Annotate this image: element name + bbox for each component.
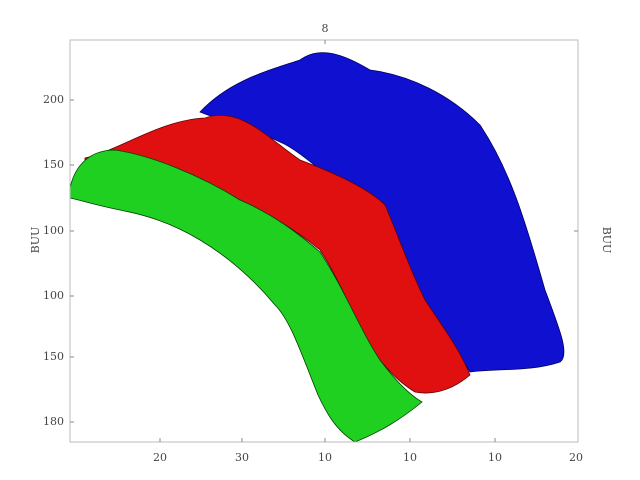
green-region — [69, 149, 423, 443]
y-tick-labels: 200 150 100 100 150 180 — [43, 93, 64, 428]
y-tick-label: 100 — [43, 224, 64, 237]
x-tick-label: 10 — [488, 451, 502, 464]
x-tick-label: 10 — [318, 451, 332, 464]
y-tick-label: 150 — [43, 350, 64, 363]
right-label: BUU — [600, 227, 613, 254]
y-tick-label: 150 — [43, 158, 64, 171]
top-label: 8 — [322, 22, 329, 35]
x-tick-label: 30 — [235, 451, 249, 464]
plot-frame — [69, 39, 579, 443]
plot-regions — [69, 52, 565, 443]
y-tick-label: 180 — [43, 415, 64, 428]
y-tick-label: 200 — [43, 93, 64, 106]
left-label: BUU — [29, 227, 42, 254]
x-tick-label: 20 — [153, 451, 167, 464]
tick-marks — [70, 40, 578, 442]
x-tick-label: 10 — [403, 451, 417, 464]
x-tick-labels: 20 30 10 10 10 20 — [153, 451, 583, 464]
y-tick-label: 100 — [43, 289, 64, 302]
x-tick-label: 20 — [569, 451, 583, 464]
